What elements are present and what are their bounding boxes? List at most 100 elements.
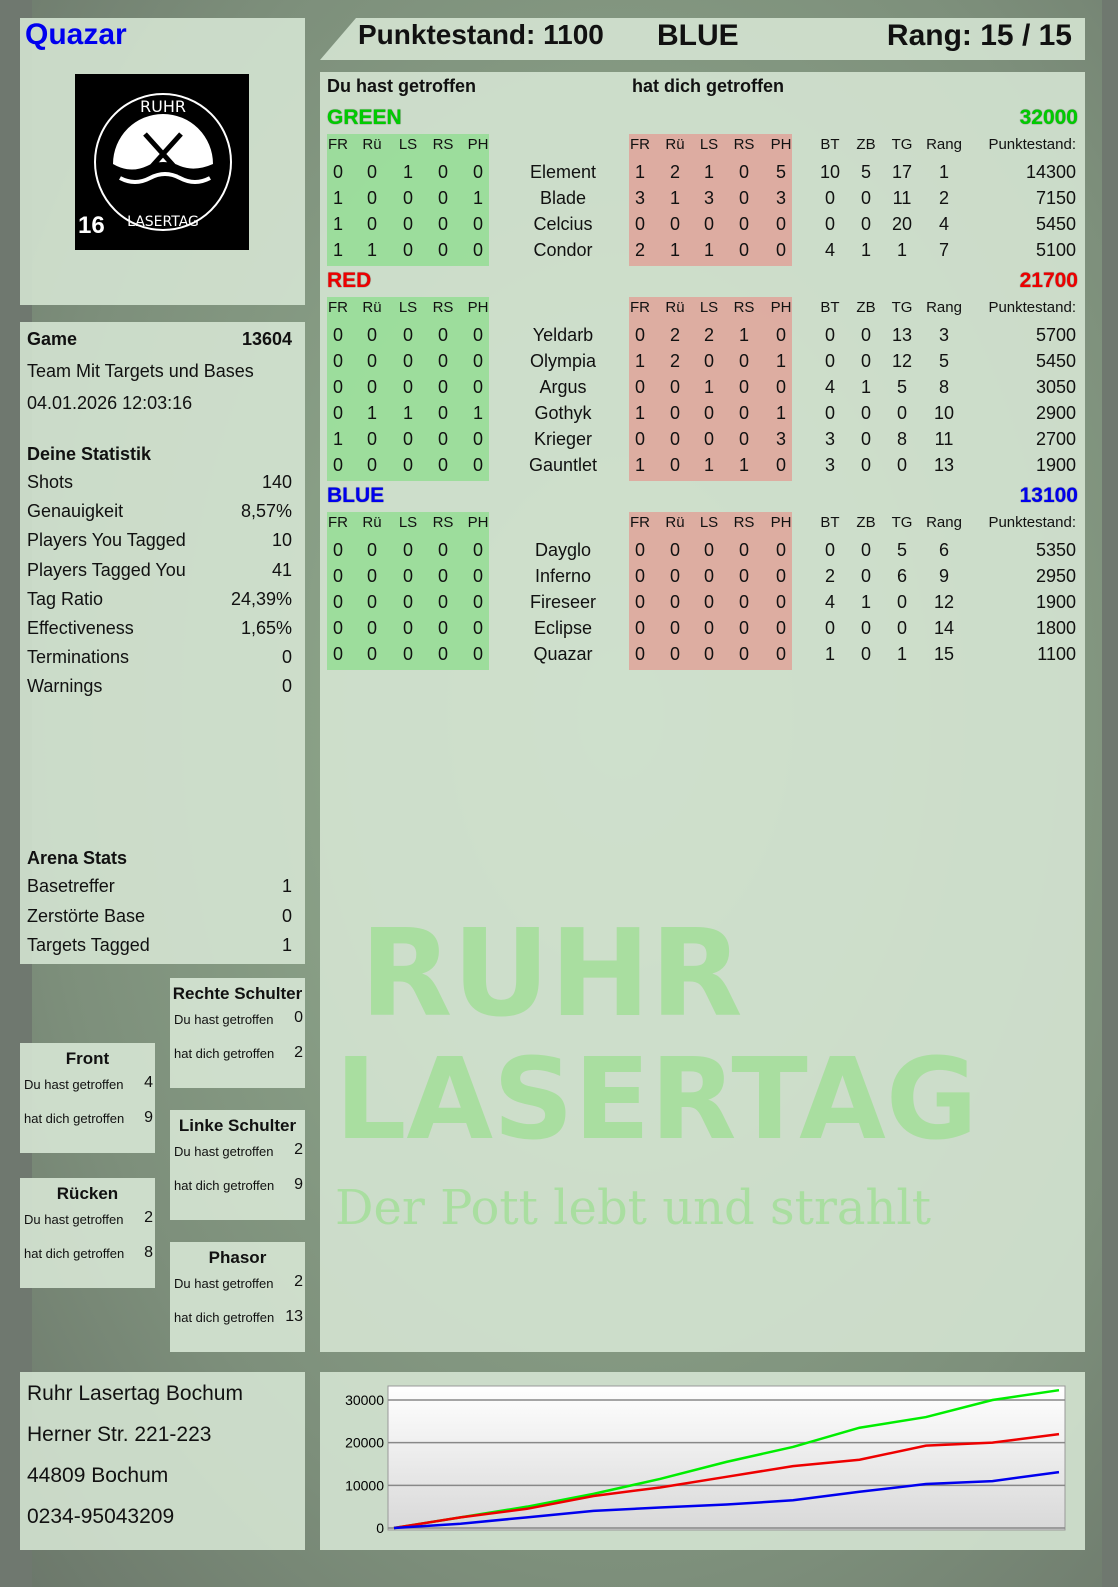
you-hit-cell: 0 — [472, 162, 484, 182]
hit-you-cell: 0 — [669, 429, 681, 449]
player-name: Celcius — [533, 214, 593, 234]
you-hit-cell: 0 — [366, 429, 378, 449]
player-rank: 7 — [938, 240, 950, 260]
hit-you-cell: 0 — [775, 325, 787, 345]
zone-got-value: 8 — [144, 1244, 153, 1261]
you-hit-cell: 0 — [332, 162, 344, 182]
hit-you-cell: 0 — [634, 540, 646, 560]
player-score: 5350 — [1035, 540, 1076, 560]
player-rank: 8 — [938, 377, 950, 397]
player-score: 7150 — [1035, 188, 1076, 208]
col-header: FR — [328, 299, 348, 316]
you-hit-cell: 1 — [332, 214, 344, 234]
col-header: BT — [820, 136, 840, 153]
arena-value: 0 — [281, 905, 292, 926]
arena-value: 1 — [281, 935, 292, 955]
stat-value: 0 — [281, 647, 292, 668]
player-tg: 0 — [896, 618, 908, 638]
player-rank: 6 — [938, 540, 950, 560]
player-bt: 3 — [824, 455, 836, 475]
player-name: Condor — [533, 240, 593, 260]
you-hit-cell: 1 — [472, 403, 484, 423]
player-bt: 0 — [824, 618, 836, 638]
player-row: 1 0 0 0 1 Blade 3 1 3 0 3 0 0 11 2 7150 — [0, 188, 1118, 214]
you-hit-cell: 0 — [366, 325, 378, 345]
col-header: FR — [328, 514, 348, 531]
col-header: FR — [630, 136, 650, 153]
address-panel — [20, 1372, 305, 1550]
series-line-2 — [393, 1470, 1060, 1530]
stat-row: Players Tagged You 41 — [27, 560, 292, 581]
zone-got-value: 13 — [285, 1308, 303, 1325]
you-hit-cell: 0 — [366, 377, 378, 397]
team-total: 32000 — [1019, 106, 1078, 129]
you-hit-cell: 0 — [402, 618, 414, 638]
column-header-row: FR Rü LS RS PH FR Rü LS RS PH BT ZB TG Rang Punktestan… — [0, 136, 1118, 162]
player-tg: 1 — [896, 240, 908, 260]
player-tg: 20 — [891, 214, 913, 234]
player-logo: RUHR LASERTAG 16 — [75, 74, 249, 250]
player-row: 1 0 0 0 0 Celcius 0 0 0 0 0 0 0 20 4 5450 — [0, 214, 1118, 240]
hit-you-cell: 0 — [738, 214, 750, 234]
col-header: Rang — [926, 514, 962, 531]
team-name: GREEN — [327, 106, 402, 129]
you-hit-cell: 0 — [437, 240, 449, 260]
zone-got-value: 2 — [294, 1044, 303, 1061]
you-hit-cell: 0 — [366, 644, 378, 664]
you-hit-cell: 0 — [332, 377, 344, 397]
player-tg: 0 — [896, 403, 908, 423]
stat-row: Genauigkeit 8,57% — [27, 501, 292, 522]
player-row: 0 0 1 0 0 Element 1 2 1 0 5 10 5 17 1 14300 — [0, 162, 1118, 188]
zone-got-label: hat dich getroffen — [24, 1246, 125, 1261]
player-name: Gauntlet — [528, 455, 598, 475]
col-header: Rü — [362, 299, 382, 316]
hit-you-cell: 1 — [775, 403, 787, 423]
game-row: Game 13604 — [27, 329, 292, 350]
col-header: TG — [891, 299, 913, 316]
zone-title: Linke Schulter — [178, 1116, 297, 1135]
hit-you-cell: 0 — [634, 214, 646, 234]
hit-you-cell: 1 — [703, 455, 715, 475]
player-name: Krieger — [533, 429, 593, 449]
hit-you-cell: 1 — [738, 455, 750, 475]
stat-value: 10 — [271, 530, 292, 551]
you-hit-cell: 0 — [437, 540, 449, 560]
hit-zone-3: Rücken Du hast getroffen 2 hat dich getroff… — [20, 1178, 155, 1288]
address-line: 44809 Bochum — [27, 1464, 169, 1487]
player-score: 2700 — [1035, 429, 1076, 449]
player-zb: 0 — [860, 188, 872, 208]
player-name: Quazar — [533, 644, 593, 664]
zone-got-label: hat dich getroffen — [24, 1111, 125, 1126]
player-name: Element — [529, 162, 597, 182]
zone-hit-value: 4 — [144, 1074, 153, 1091]
you-hit-cell: 0 — [402, 566, 414, 586]
you-hit-cell: 0 — [366, 188, 378, 208]
hit-you-cell: 1 — [738, 325, 750, 345]
hit-you-cell: 0 — [775, 377, 787, 397]
hit-you-cell: 0 — [775, 618, 787, 638]
col-header: RS — [432, 299, 454, 316]
col-header: TG — [891, 136, 913, 153]
you-hit-cell: 0 — [402, 592, 414, 612]
hit-you-cell: 0 — [738, 162, 750, 182]
you-hit-cell: 0 — [437, 644, 449, 664]
player-rank: 10 — [933, 403, 955, 423]
col-header: PH — [770, 299, 792, 316]
arena-title: Arena Stats — [27, 848, 128, 868]
stat-value: 8,57% — [240, 501, 292, 522]
player-row: 0 0 0 0 0 Dayglo 0 0 0 0 0 0 0 5 6 5350 — [0, 540, 1118, 566]
player-name: Eclipse — [533, 618, 593, 638]
y-tick-label: 20000 — [345, 1435, 384, 1451]
you-hit-heading: Du hast getroffen — [327, 76, 477, 96]
player-score: 5450 — [1035, 351, 1076, 371]
you-hit-cell: 1 — [402, 403, 414, 423]
player-bt: 0 — [824, 403, 836, 423]
player-rank: 13 — [933, 455, 955, 475]
player-tg: 5 — [896, 540, 908, 560]
player-bt: 0 — [824, 188, 836, 208]
you-hit-cell: 0 — [472, 618, 484, 638]
game-datetime: 04.01.2026 12:03:16 — [27, 393, 193, 413]
you-hit-cell: 0 — [437, 592, 449, 612]
col-header: Rü — [665, 514, 685, 531]
arena-label: Zerstörte Base — [27, 905, 146, 926]
